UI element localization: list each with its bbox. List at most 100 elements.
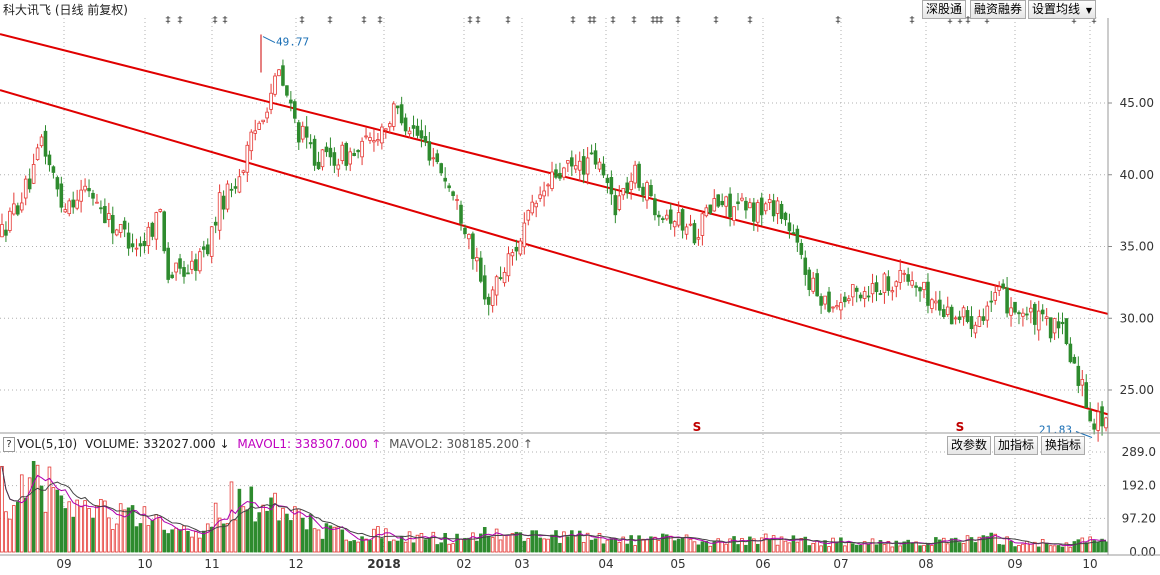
- candle-down: [51, 166, 56, 173]
- candle-up: [134, 247, 139, 250]
- volume-bar-up: [110, 529, 115, 553]
- candle-up: [633, 164, 637, 184]
- candle-up: [997, 286, 1001, 291]
- axis-labels: 25.00 30.00 35.00 40.00 45.00 0.00 97.20 192.0 2…: [56, 96, 1156, 571]
- candle-down: [479, 257, 483, 282]
- signal-marker: ‡: [651, 15, 656, 26]
- candle-up: [902, 272, 906, 275]
- volume-bar-down: [878, 540, 883, 553]
- s-signal-marker: S: [956, 420, 965, 434]
- volume-bar-down: [858, 544, 863, 553]
- volume-bar-up: [502, 534, 507, 553]
- volume-bar-up: [728, 538, 732, 553]
- volume-bar-up: [194, 531, 198, 553]
- candle-down: [1040, 309, 1045, 315]
- candle-down: [1084, 382, 1089, 408]
- margin-trading-button[interactable]: 融资融券: [970, 0, 1027, 19]
- candle-down: [661, 218, 665, 220]
- candle-down: [55, 177, 60, 190]
- candle-up: [1052, 318, 1057, 334]
- volume-bar-down: [91, 517, 95, 553]
- candle-down: [233, 186, 238, 189]
- candle-down: [827, 291, 831, 312]
- candle-down: [570, 157, 574, 167]
- switch-indicator-button[interactable]: 换指标: [1041, 436, 1086, 455]
- candle-down: [178, 258, 182, 269]
- volume-bar-up: [67, 501, 72, 553]
- volume-bar-down: [486, 535, 491, 553]
- candle-down: [1060, 321, 1065, 325]
- candle-up: [118, 224, 123, 233]
- candle-up: [174, 262, 178, 273]
- volume-bar-up: [332, 526, 337, 553]
- candle-down: [787, 222, 792, 232]
- volume-bar-up: [174, 527, 178, 553]
- month-label: 12: [288, 557, 303, 571]
- signal-marker: ‡: [571, 15, 576, 26]
- volume-bar-up: [684, 534, 689, 553]
- candle-down: [1005, 287, 1009, 314]
- add-indicator-button[interactable]: 加指标: [994, 436, 1039, 455]
- mavol1-value: MAVOL1: 338307.000: [237, 437, 368, 451]
- volume-bar-down: [423, 539, 428, 553]
- volume-bar-up: [811, 542, 815, 553]
- signal-marker: ‡: [659, 15, 664, 26]
- candle-down: [205, 244, 210, 255]
- vol-help-icon[interactable]: ?: [3, 437, 15, 452]
- candle-down: [716, 194, 721, 207]
- volume-bar-up: [415, 534, 420, 553]
- volume-tick-label: 289.0: [1122, 445, 1156, 459]
- price-tick-label: 45.00: [1120, 96, 1154, 110]
- candle-up: [277, 69, 281, 77]
- candle-up: [767, 199, 772, 204]
- volume-bar-down: [680, 537, 685, 553]
- candle-down: [886, 276, 891, 291]
- candle-down: [657, 214, 661, 218]
- signal-marker: ‡: [223, 15, 228, 26]
- candle-up: [391, 103, 396, 127]
- volume-bar-down: [934, 537, 938, 553]
- candle-up: [922, 281, 926, 290]
- candle-down: [866, 295, 871, 298]
- candle-up: [467, 233, 471, 240]
- volume-bar-down: [736, 544, 740, 553]
- candle-down: [427, 141, 432, 161]
- signal-marker: ‡: [328, 15, 333, 26]
- volume-bar-down: [629, 535, 633, 553]
- volume-bar-up: [799, 538, 804, 553]
- candle-up: [475, 257, 479, 262]
- volume-bar-up: [79, 505, 83, 553]
- volume-bar-up: [1017, 544, 1021, 553]
- candle-up: [190, 260, 194, 270]
- change-params-button[interactable]: 改参数: [947, 436, 992, 455]
- signal-marker: ‡: [213, 15, 218, 26]
- trend-line-upper: [0, 33, 1109, 315]
- candle-up: [732, 206, 736, 221]
- volume-bar-up: [1064, 542, 1069, 553]
- candle-down: [589, 152, 594, 155]
- volume-bar-up: [403, 541, 408, 553]
- candle-up: [107, 213, 111, 220]
- volume-bar-down: [953, 537, 958, 553]
- volume-bar-up: [336, 526, 341, 553]
- volume-bar-down: [866, 543, 871, 553]
- mavol2-value: MAVOL2: 308185.200: [389, 437, 520, 451]
- candle-down: [815, 273, 819, 297]
- candle-up: [158, 209, 163, 212]
- volume-bar-down: [518, 532, 523, 553]
- volume-bar-down: [989, 532, 994, 553]
- candle-down: [744, 200, 748, 211]
- volume-bar-up: [27, 477, 32, 553]
- candle-up: [740, 197, 744, 201]
- candle-up: [257, 122, 261, 130]
- volume-bar-up: [376, 526, 380, 553]
- volume-bar-up: [344, 539, 349, 553]
- chart-title: 科大讯飞 (日线 前复权): [3, 3, 128, 17]
- volume-bar-down: [134, 526, 139, 553]
- set-ma-button[interactable]: 设置均线 ▼: [1028, 0, 1096, 19]
- volume-bar-down: [926, 542, 930, 553]
- hk-connect-button[interactable]: 深股通: [922, 0, 967, 19]
- set-ma-label: 设置均线: [1032, 2, 1081, 16]
- candle-up: [348, 151, 352, 165]
